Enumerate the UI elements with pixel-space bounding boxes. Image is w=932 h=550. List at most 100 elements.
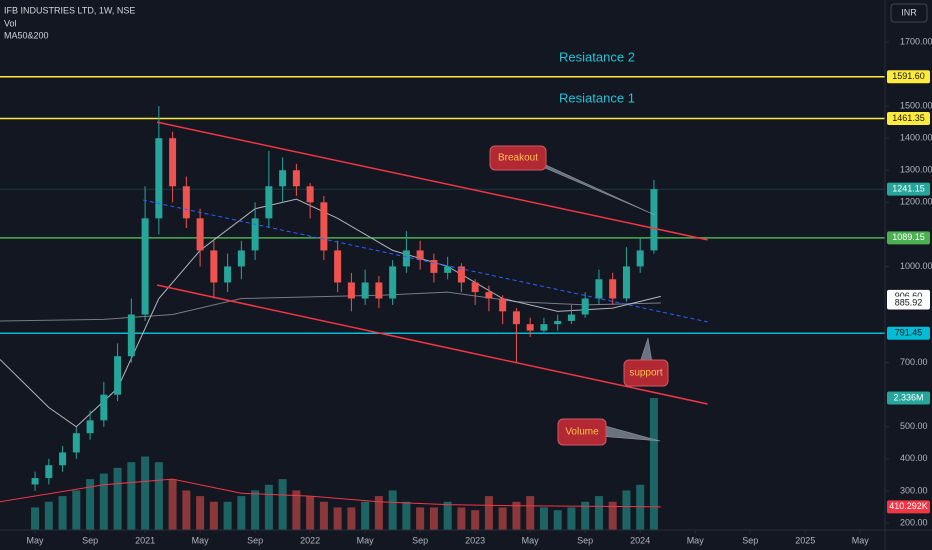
plot-area (0, 76, 885, 530)
volume-bar (264, 484, 273, 530)
annotation: support (629, 368, 663, 379)
x-tick-label: May (27, 535, 45, 545)
candle-body (581, 298, 589, 315)
candle-body (169, 138, 177, 187)
volume-bar (86, 479, 95, 530)
x-tick-label: May (522, 535, 540, 545)
candle-body (334, 250, 342, 283)
price-tag (887, 70, 930, 84)
indicator-label: Vol (4, 18, 17, 28)
volume-bar (113, 467, 122, 530)
volume-bar (347, 507, 356, 530)
x-tick-label: May (192, 535, 210, 545)
candle-body (224, 266, 232, 283)
annotation: Resiatance 2 (559, 49, 635, 64)
candle-body (361, 282, 369, 299)
volume-bar (196, 496, 205, 530)
candle-body (237, 250, 245, 267)
callout: Volume (557, 418, 661, 446)
price-tag-label: 1591.60 (892, 71, 925, 81)
annotation: Breakout (498, 153, 538, 164)
candle-body (622, 266, 630, 299)
volume-bar (237, 496, 246, 530)
candle-body (457, 266, 465, 283)
volume-bar (333, 507, 342, 530)
volume-bar (292, 490, 301, 530)
candle-body (320, 202, 328, 251)
candle-body (375, 282, 383, 299)
x-tick-label: Sep (742, 535, 758, 545)
candle-body (196, 218, 204, 251)
volume-bar (567, 507, 576, 530)
candle-body (389, 266, 397, 299)
candle-body (609, 279, 617, 299)
candle-body (155, 138, 163, 219)
moving-average (0, 291, 661, 322)
candle-body (251, 218, 259, 251)
y-tick-label: 300.00 (900, 485, 928, 495)
volume-tag-label: 2.336M (893, 392, 923, 402)
x-tick-label: May (852, 535, 870, 545)
volume-bar (512, 501, 521, 530)
price-tag (887, 326, 930, 340)
volume-bar (319, 501, 328, 530)
volume-bar (526, 496, 535, 530)
volume-bar (154, 462, 163, 530)
indicator-label: MA50&200 (4, 30, 49, 40)
volume-bar (209, 501, 218, 530)
volume-bar (306, 496, 315, 530)
currency-button[interactable] (890, 3, 928, 23)
callout: support (623, 337, 669, 387)
x-tick-label: May (357, 535, 375, 545)
volume-bar (581, 501, 590, 530)
candle-body (636, 250, 644, 267)
candle-body (540, 324, 548, 331)
price-tag-label: 1241.15 (892, 183, 925, 193)
volume-bar (457, 507, 466, 530)
chart-title: IFB INDUSTRIES LTD, 1W, NSE (4, 5, 135, 15)
price-tag-label: 906.60 (895, 291, 923, 301)
candle-body (100, 394, 108, 421)
candle-body (292, 170, 300, 187)
currency-label: INR (901, 7, 917, 17)
candle-body (567, 314, 575, 321)
volume-bar (388, 490, 397, 530)
candle-body (210, 250, 218, 283)
price-tag (887, 296, 930, 310)
candle-body (444, 266, 452, 273)
y-tick-label: 200.00 (900, 517, 928, 527)
candle-body (45, 465, 53, 479)
volume-bar (168, 479, 177, 530)
candle-body (265, 186, 273, 219)
x-tick-label: Sep (577, 535, 593, 545)
candle-body (499, 298, 507, 312)
volume-bar (416, 507, 425, 530)
candle-body (526, 324, 534, 331)
volume-bar (182, 490, 191, 530)
candle-body (595, 279, 603, 299)
y-tick-label: 1300.00 (900, 165, 932, 175)
trendline (156, 284, 708, 405)
candle-body (471, 282, 479, 293)
volume-bar (649, 398, 658, 530)
volume-bar (484, 496, 493, 530)
x-tick-label: 2024 (630, 535, 650, 545)
callout: Breakout (489, 145, 656, 216)
y-tick-label: 1200.00 (900, 197, 932, 207)
y-tick-label: 500.00 (900, 421, 928, 431)
volume-bar (99, 473, 108, 530)
x-tick-label: 2025 (795, 535, 815, 545)
volume-bar (58, 496, 67, 530)
x-tick-label: Sep (412, 535, 428, 545)
x-tick-label: May (687, 535, 705, 545)
candle-body (86, 420, 94, 434)
candle-body (279, 170, 287, 187)
x-tick-label: Sep (247, 535, 263, 545)
volume-bar (429, 507, 438, 530)
volume-ma-line (0, 478, 661, 508)
volume-bar (127, 462, 136, 530)
x-tick-label: 2022 (300, 535, 320, 545)
candle-body (182, 186, 190, 219)
candle-body (306, 186, 314, 203)
